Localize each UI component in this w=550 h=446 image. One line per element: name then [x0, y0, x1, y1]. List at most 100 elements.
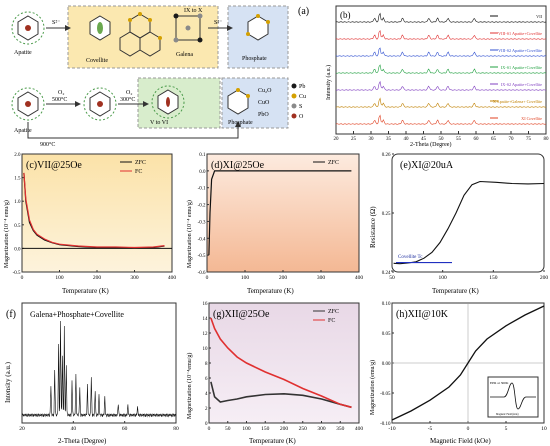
g-ytick-label: 6: [205, 377, 208, 382]
apatite-label-bottom: Apatite: [14, 128, 32, 134]
xrd-trace-label: X Apatite+Galena+ Covellite: [493, 99, 542, 104]
xrd-xtick-label: 20: [334, 137, 340, 142]
c-fc-line: [23, 172, 165, 249]
ylabel-f: Intensity (a.u.): [4, 361, 12, 403]
e-xtick-label: 150: [489, 275, 498, 281]
temp-300-label: 300°C: [120, 96, 135, 103]
panel-f: (f) Galena+Phosphate+Covellite Intensity…: [4, 302, 179, 445]
xrd-panel: (b) Intensity (a.u.) 2-Theta (Degree) 20…: [325, 5, 550, 148]
apatite-label-top: Apatite: [14, 50, 32, 56]
c-xtick-label: 100: [55, 275, 64, 281]
xrd-xtick-label: 50: [439, 137, 445, 142]
c-xtick-label: 0: [21, 275, 24, 281]
xrd-xtick-label: 45: [421, 137, 427, 142]
galena-cube: [173, 13, 203, 43]
g-xtick-label: 50: [225, 426, 231, 432]
label-f: (f): [6, 309, 16, 320]
s-dot: [291, 103, 297, 109]
c-legend-zfc: ZFC: [135, 160, 146, 166]
g-fc-line: [210, 317, 352, 409]
plot-area-c: [21, 153, 173, 273]
panel-h: (h)XII@10K Magnetization (emu/g) Magneti…: [369, 302, 547, 445]
ylabel-g: Magnetization (10⁻⁴emu/g): [186, 353, 193, 419]
d-ytick-label: -0.4: [198, 237, 206, 242]
d-ytick-label: -0.1: [198, 187, 206, 192]
g-ytick-label: 8: [205, 362, 208, 367]
epr-curve: [490, 382, 536, 410]
d-ytick-label: -0.6: [198, 271, 206, 276]
ylabel-d: Magnetization (10⁻⁴ emu/g): [186, 200, 193, 268]
title-d: (d)XI@25Oe: [211, 160, 265, 171]
e-ytick-label: 0.25: [382, 212, 391, 217]
xrd-trace: [335, 47, 547, 57]
title-f: Galena+Phosphate+Covellite: [30, 310, 124, 319]
xrd-trace-label: XI Covellite: [521, 116, 542, 121]
d-ytick-label: -0.2: [198, 204, 206, 209]
d-legend-zfc: ZFC: [328, 160, 339, 166]
inset-title-h: EPR at 300K: [490, 381, 509, 385]
panel-g: (g)XII@25Oe Magnetization (10⁻⁴emu/g) Te…: [186, 302, 364, 445]
d-xtick-label: 400: [355, 275, 364, 281]
ylabel-c: Magnetization (10⁻⁴ emu/g): [3, 200, 10, 268]
sulfide-arrow-label-2: S²⁻: [214, 20, 222, 26]
legend-o: O: [299, 114, 304, 120]
xrd-trace-label: IX-S1 Apatite+Covellite: [501, 65, 542, 70]
g-xtick-label: 250: [299, 426, 308, 432]
ylabel-h: Magnetization (emu/g): [369, 360, 376, 415]
cu-dot: [291, 93, 297, 99]
plot-area-g: [208, 302, 360, 424]
xlabel-h: Magnetic Field (kOe): [430, 437, 491, 445]
synthesis-scheme: (a) Apatite S²⁻ Covellite Galena IX to X…: [11, 5, 309, 148]
ix-to-x-label: IX to X: [184, 8, 203, 14]
covellite-label: Covellite: [86, 58, 108, 64]
d-xtick-label: 200: [279, 275, 288, 281]
e-ytick-label: 0.26: [382, 153, 391, 158]
xrd-xtick-label: 35: [386, 137, 392, 142]
c-ytick-label: -0.5: [13, 271, 21, 276]
o-dot: [291, 113, 297, 119]
xlabel-c: Temperature (K): [62, 287, 109, 295]
scheme-panel-label: (a): [298, 6, 309, 17]
annotation-e: Covellite Tc: [398, 255, 423, 260]
g-ytick-label: 4: [205, 392, 208, 397]
e-xtick-label: 200: [540, 275, 549, 281]
f-xtick-label: 20: [19, 426, 25, 432]
epr-inset: EPR at 300K Magnetic Field (kOe): [487, 376, 539, 418]
c-xtick-label: 200: [93, 275, 102, 281]
xrd-ylabel: Intensity (a.u.): [325, 65, 332, 100]
d-xtick-label: 100: [241, 275, 250, 281]
phosphate-structure-bottom: [227, 88, 250, 115]
title-g: (g)XII@25Oe: [213, 309, 270, 320]
phosphate-label-bottom: Phosphate: [228, 120, 253, 126]
xrd-xtick-label: 70: [509, 137, 515, 142]
c-legend-fc: FC: [135, 169, 142, 175]
d-xtick-label: 300: [317, 275, 326, 281]
intermediate-structure: [83, 87, 117, 121]
h-xtick-label: -5: [428, 426, 433, 432]
c-xtick-label: 400: [168, 275, 177, 281]
e-xtick-label: 50: [389, 275, 395, 281]
g-legend-fc: FC: [328, 318, 335, 324]
c-ytick-label: 0.5: [14, 224, 21, 229]
g-ytick-label: 10: [203, 347, 209, 352]
xrd-trace: [335, 64, 547, 74]
title-c: (c)VII@25Oe: [26, 160, 82, 171]
o2-label-2: O₂: [126, 90, 132, 96]
f-xtick-label: 60: [122, 426, 128, 432]
xrd-trace: [335, 97, 546, 108]
xrd-frame: [335, 5, 547, 135]
xrd-trace: [336, 80, 547, 91]
g-xtick-label: 400: [355, 426, 364, 432]
v-to-vi-structure: [151, 85, 185, 119]
xrd-trace: [335, 29, 547, 40]
phosphate-structure-top: [246, 14, 270, 41]
h-mh-line: [391, 305, 545, 421]
pb-dot: [291, 83, 297, 89]
d-ytick-label: -0.3: [198, 220, 206, 225]
xrd-xtick-label: 80: [544, 137, 550, 142]
h-ytick-label: -0.05: [380, 392, 391, 397]
e-xtick-label: 100: [439, 275, 448, 281]
g-xtick-label: 150: [261, 426, 270, 432]
e-ytick-label: 0.24: [382, 271, 391, 276]
g-ytick-label: 0: [205, 422, 208, 427]
